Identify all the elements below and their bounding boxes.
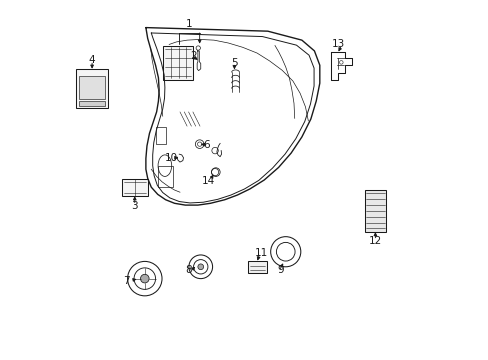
FancyBboxPatch shape [163, 45, 193, 80]
Text: 2: 2 [190, 51, 197, 61]
Circle shape [198, 264, 203, 270]
FancyBboxPatch shape [76, 69, 108, 108]
Text: 6: 6 [203, 140, 210, 150]
FancyBboxPatch shape [247, 261, 266, 273]
FancyBboxPatch shape [79, 76, 105, 99]
Text: 12: 12 [368, 236, 381, 246]
Text: 13: 13 [331, 39, 345, 49]
Text: 5: 5 [231, 58, 237, 68]
Text: 8: 8 [185, 265, 192, 275]
FancyBboxPatch shape [122, 179, 147, 196]
Text: 3: 3 [131, 201, 138, 211]
Text: 14: 14 [202, 176, 215, 186]
Circle shape [140, 274, 149, 283]
Text: 4: 4 [89, 55, 95, 65]
FancyBboxPatch shape [79, 102, 105, 106]
Text: 7: 7 [123, 276, 130, 286]
FancyBboxPatch shape [364, 190, 386, 232]
Text: 9: 9 [277, 265, 283, 275]
Text: 11: 11 [254, 248, 267, 258]
Text: 1: 1 [186, 19, 192, 29]
Text: 10: 10 [164, 153, 177, 163]
